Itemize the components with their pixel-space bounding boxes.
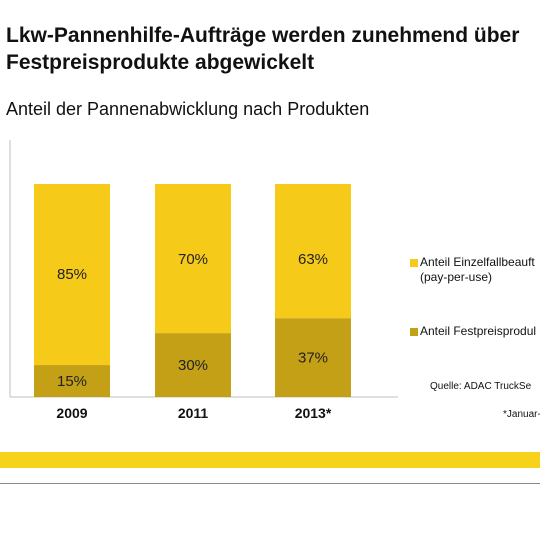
- chart-title: Lkw-Pannenhilfe-Aufträge werden zunehmen…: [6, 24, 520, 74]
- data-label-festpreis: 15%: [57, 373, 87, 390]
- bar-segment-einzelfall: [34, 184, 110, 366]
- legend-label-einzelfall: Anteil Einzelfallbeauft (pay-per-use): [420, 255, 535, 284]
- bar-segment-festpreis: [275, 318, 351, 397]
- legend-swatch-festpreis: [410, 328, 418, 336]
- data-label-einzelfall: 70%: [178, 251, 208, 268]
- stacked-bar-chart: 15% 85% 2009 30% 70% 2011 37% 63% 2013*: [9, 140, 398, 421]
- data-label-festpreis: 37%: [298, 350, 328, 367]
- bar-segment-einzelfall: [155, 184, 231, 334]
- data-label-festpreis: 30%: [178, 357, 208, 374]
- bar-segment-festpreis: [34, 365, 110, 397]
- x-tick-label: 2013*: [295, 405, 332, 421]
- footnote: *Januar-: [503, 409, 540, 420]
- bar-segment-festpreis: [155, 333, 231, 397]
- data-label-einzelfall: 85%: [57, 266, 87, 283]
- legend-swatch-einzelfall: [410, 259, 418, 267]
- source-note: Quelle: ADAC TruckSe: [430, 381, 532, 392]
- chart-subtitle: Anteil der Pannenabwicklung nach Produkt…: [6, 99, 370, 119]
- divider-line: [0, 483, 540, 484]
- legend-label-festpreis: Anteil Festpreisprodul: [420, 324, 537, 338]
- yellow-band: [0, 452, 540, 468]
- data-label-einzelfall: 63%: [298, 251, 328, 268]
- x-tick-label: 2009: [56, 405, 87, 421]
- bar-segment-einzelfall: [275, 184, 351, 319]
- x-tick-label: 2011: [178, 405, 209, 421]
